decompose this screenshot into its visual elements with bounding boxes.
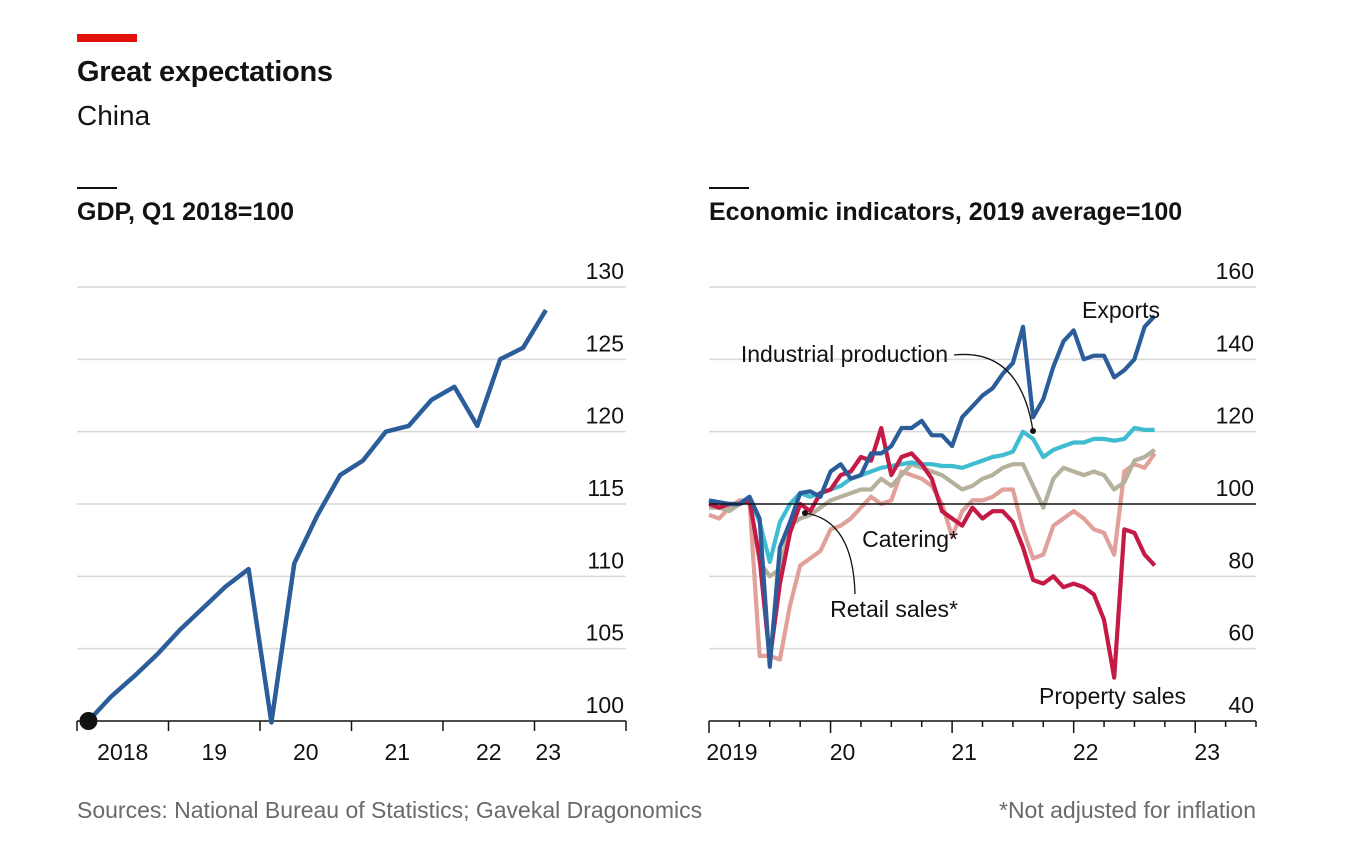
- gdp-xtick-label: 20: [293, 739, 319, 765]
- leader-industrial-production: [953, 353, 1034, 432]
- gdp-ytick-label: 100: [586, 692, 624, 718]
- series-line-exports: [708, 314, 1157, 669]
- gdp-start-marker: [79, 712, 98, 730]
- gdp-xtick-label: 22: [476, 739, 502, 765]
- indicators-xtick-label: 20: [830, 739, 856, 765]
- indicators-ytick-label: 40: [1228, 692, 1254, 718]
- right-panel-title: Economic indicators, 2019 average=100: [709, 198, 1183, 226]
- brand-accent-bar: [77, 34, 137, 42]
- indicators-chart: 40 60 80 100 120 140 160 2019 20 21 22 23 Exports Ind…: [706, 258, 1257, 765]
- gdp-xtick-label: 23: [535, 739, 561, 765]
- indicators-ytick-label: 120: [1216, 403, 1254, 429]
- leader-dot-retail-sales: [802, 510, 808, 516]
- indicators-ytick-label: 60: [1228, 620, 1254, 646]
- series-line-retail-sales: [708, 452, 1157, 662]
- left-panel-title: GDP, Q1 2018=100: [77, 198, 295, 226]
- gdp-ytick-label: 105: [586, 620, 624, 646]
- gdp-xtick-label: 2018: [97, 739, 148, 765]
- inflation-footnote: *Not adjusted for inflation: [999, 797, 1256, 823]
- indicators-xtick-label: 22: [1073, 739, 1099, 765]
- leader-retail-sales: [804, 512, 856, 595]
- indicators-xtick-label: 2019: [706, 739, 757, 765]
- gdp-ytick-label: 120: [586, 403, 624, 429]
- gdp-xtick-label: 21: [384, 739, 410, 765]
- chart-subtitle: China: [77, 100, 151, 131]
- gdp-ytick-label: 125: [586, 330, 624, 356]
- chart-title: Great expectations: [77, 56, 333, 88]
- indicators-ytick-label: 160: [1216, 258, 1254, 284]
- series-line-catering: [709, 448, 1156, 579]
- indicators-ytick-label: 140: [1216, 330, 1254, 356]
- label-exports: Exports: [1082, 297, 1160, 323]
- gdp-xtick-label: 19: [201, 739, 227, 765]
- gdp-line: [86, 308, 548, 725]
- indicators-xtick-label: 23: [1194, 739, 1220, 765]
- gdp-ytick-label: 130: [586, 258, 624, 284]
- right-panel-rule: [709, 187, 749, 189]
- label-catering: Catering*: [862, 526, 958, 552]
- series-line-industrial-production: [707, 425, 1155, 565]
- label-property-sales: Property sales: [1039, 683, 1186, 709]
- label-industrial-production: Industrial production: [741, 341, 948, 367]
- left-panel-rule: [77, 187, 117, 189]
- gdp-ytick-label: 115: [587, 475, 624, 501]
- gdp-ytick-label: 110: [587, 547, 624, 573]
- leader-dot-industrial-production: [1030, 428, 1036, 434]
- indicators-xtick-label: 21: [951, 739, 977, 765]
- label-retail-sales: Retail sales*: [830, 596, 958, 622]
- gdp-chart: 100 105 110 115 120 125 130 2018 19 20 21 22 23: [76, 258, 627, 765]
- indicators-ytick-label: 80: [1228, 547, 1254, 573]
- series-line-property-sales: [708, 425, 1157, 680]
- source-note: Sources: National Bureau of Statistics; …: [77, 797, 703, 823]
- indicators-ytick-label: 100: [1216, 475, 1254, 501]
